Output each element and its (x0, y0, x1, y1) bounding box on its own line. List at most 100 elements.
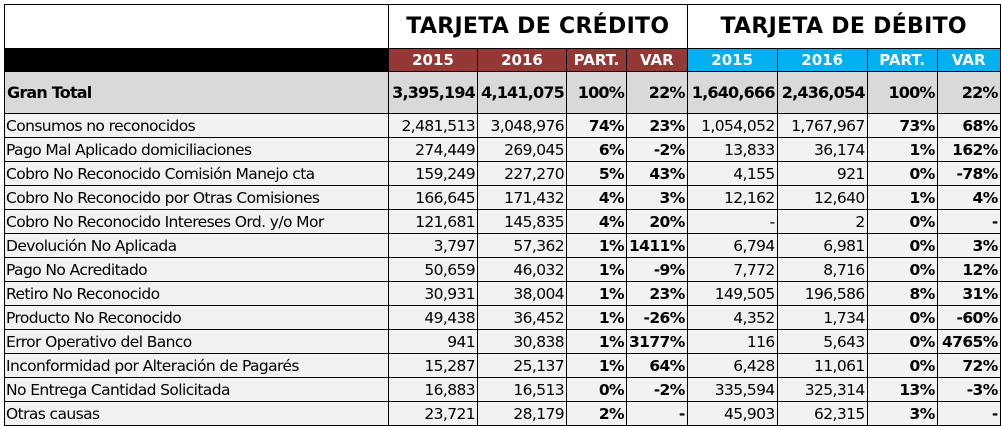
cell-debit-2015: 116 (686, 329, 778, 354)
total-credit-2015: 3,395,194 (388, 71, 478, 114)
cell-credit-part: 1% (566, 329, 627, 354)
row-label: Cobro No Reconocido Intereses Ord. y/o M… (4, 209, 389, 234)
cell-debit-2016: 36,174 (776, 137, 868, 162)
cell-credit-var: 20% (626, 209, 688, 234)
cell-debit-2015: 6,428 (686, 353, 778, 378)
cell-debit-2015: 4,155 (686, 161, 778, 186)
cell-debit-2016: 921 (776, 161, 868, 186)
cell-debit-part: 0% (866, 305, 938, 330)
cell-debit-part: 1% (866, 185, 938, 210)
total-debit-var: 22% (936, 71, 1001, 114)
cell-debit-2015: 7,772 (686, 257, 778, 282)
cell-credit-var: 3% (626, 185, 688, 210)
cell-debit-var: -78% (936, 161, 1001, 186)
row-label: Retiro No Reconocido (4, 281, 389, 306)
cell-credit-part: 1% (566, 257, 627, 282)
row-label: Pago No Acreditado (4, 257, 389, 282)
table-row: Cobro No Reconocido Intereses Ord. y/o M… (4, 209, 1001, 234)
credit-card-title: TARJETA DE CRÉDITO (388, 4, 688, 49)
cell-debit-var: 68% (936, 113, 1001, 138)
cell-credit-2016: 30,838 (477, 329, 567, 354)
cell-debit-2016: 1,767,967 (776, 113, 868, 138)
row-label: Consumos no reconocidos (4, 113, 389, 138)
cell-debit-part: 0% (866, 209, 938, 234)
cell-debit-2015: 6,794 (686, 233, 778, 258)
cell-debit-2016: 6,981 (776, 233, 868, 258)
total-debit-part: 100% (866, 71, 938, 114)
cell-credit-var: -2% (626, 137, 688, 162)
cell-credit-2016: 171,432 (477, 185, 567, 210)
cell-debit-part: 0% (866, 257, 938, 282)
cell-debit-part: 3% (866, 401, 938, 426)
cell-debit-var: -3% (936, 377, 1001, 402)
header-credit-var: VAR (626, 48, 688, 72)
cell-debit-2015: 4,352 (686, 305, 778, 330)
cell-debit-2016: 8,716 (776, 257, 868, 282)
table-row: Pago No Acreditado 50,659 46,032 1% -9% 7,772… (4, 257, 1001, 282)
cell-credit-var: - (626, 401, 688, 426)
header-debit-var: VAR (936, 48, 1001, 72)
table-row: No Entrega Cantidad Solicitada 16,883 16,5… (4, 377, 1001, 402)
cell-debit-2016: 196,586 (776, 281, 868, 306)
cell-debit-var: 162% (936, 137, 1001, 162)
cell-credit-2015: 15,287 (388, 353, 478, 378)
header-label-cell (4, 48, 389, 72)
cell-debit-2016: 5,643 (776, 329, 868, 354)
cell-credit-part: 2% (566, 401, 627, 426)
cell-debit-2015: 45,903 (686, 401, 778, 426)
cell-debit-part: 8% (866, 281, 938, 306)
table-row: Error Operativo del Banco 941 30,838 1% 3177… (4, 329, 1001, 354)
table-row: Retiro No Reconocido 30,931 38,004 1% 23% 149… (4, 281, 1001, 306)
row-label: Cobro No Reconocido Comisión Manejo cta (4, 161, 389, 186)
table-row: Pago Mal Aplicado domiciliaciones 274,449… (4, 137, 1001, 162)
total-credit-2016: 4,141,075 (477, 71, 567, 114)
group-title-row: TARJETA DE CRÉDITO TARJETA DE DÉBITO (4, 4, 1001, 49)
cell-credit-var: 23% (626, 281, 688, 306)
cell-credit-2016: 57,362 (477, 233, 567, 258)
cell-debit-2016: 2 (776, 209, 868, 234)
cell-credit-2015: 166,645 (388, 185, 478, 210)
cell-credit-2015: 3,797 (388, 233, 478, 258)
cell-credit-var: 1411% (626, 233, 688, 258)
cell-debit-var: 4765% (936, 329, 1001, 354)
cell-debit-2016: 325,314 (776, 377, 868, 402)
cell-debit-2016: 1,734 (776, 305, 868, 330)
row-label: No Entrega Cantidad Solicitada (4, 377, 389, 402)
grand-total-label: Gran Total (4, 71, 389, 114)
cell-debit-part: 0% (866, 353, 938, 378)
header-credit-part: PART. (566, 48, 627, 72)
cell-debit-part: 13% (866, 377, 938, 402)
cell-credit-2016: 227,270 (477, 161, 567, 186)
header-debit-2015: 2015 (686, 48, 778, 72)
cell-credit-2015: 16,883 (388, 377, 478, 402)
cell-debit-var: - (936, 209, 1001, 234)
cell-credit-2016: 25,137 (477, 353, 567, 378)
cell-credit-2015: 274,449 (388, 137, 478, 162)
cell-credit-part: 4% (566, 185, 627, 210)
cell-debit-2015: 335,594 (686, 377, 778, 402)
cell-credit-2015: 121,681 (388, 209, 478, 234)
cell-debit-part: 0% (866, 161, 938, 186)
row-label: Error Operativo del Banco (4, 329, 389, 354)
cell-debit-part: 73% (866, 113, 938, 138)
cell-debit-2015: 12,162 (686, 185, 778, 210)
cell-credit-2016: 16,513 (477, 377, 567, 402)
cell-credit-2015: 23,721 (388, 401, 478, 426)
header-debit-part: PART. (866, 48, 938, 72)
total-credit-part: 100% (566, 71, 627, 114)
cell-credit-2016: 46,032 (477, 257, 567, 282)
cell-credit-2015: 30,931 (388, 281, 478, 306)
cell-credit-2016: 36,452 (477, 305, 567, 330)
cell-credit-2015: 159,249 (388, 161, 478, 186)
header-credit-2016: 2016 (477, 48, 567, 72)
total-debit-2016: 2,436,054 (776, 71, 868, 114)
cell-credit-part: 6% (566, 137, 627, 162)
cell-debit-2016: 11,061 (776, 353, 868, 378)
cell-credit-2016: 269,045 (477, 137, 567, 162)
cell-credit-2015: 2,481,513 (388, 113, 478, 138)
cell-debit-2015: 149,505 (686, 281, 778, 306)
empty-corner-cell (4, 4, 389, 49)
cell-credit-part: 1% (566, 353, 627, 378)
cell-credit-part: 4% (566, 209, 627, 234)
cell-credit-part: 0% (566, 377, 627, 402)
